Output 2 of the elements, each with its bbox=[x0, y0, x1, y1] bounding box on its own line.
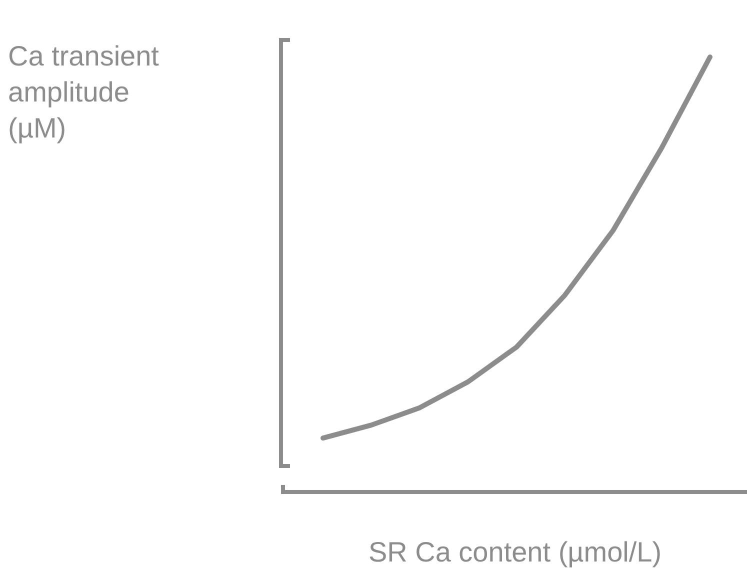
y-axis-title: Ca transient amplitude (µM) bbox=[8, 40, 160, 144]
x-axis-title: SR Ca content (µmol/L) bbox=[368, 536, 662, 568]
